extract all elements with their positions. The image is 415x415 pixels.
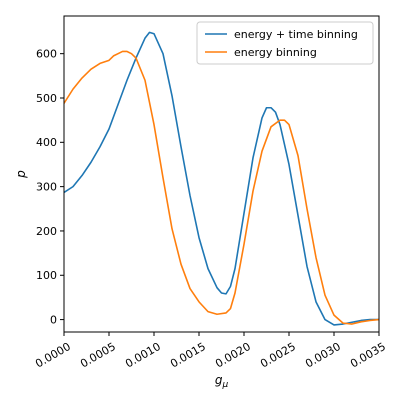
- x-tick-label: 0.0035: [348, 340, 388, 371]
- x-tick-label: 0.0020: [213, 340, 253, 371]
- x-tick-label: 0.0000: [33, 340, 73, 371]
- x-tick-label: 0.0015: [168, 340, 208, 371]
- series-line-0: [64, 31, 379, 326]
- y-tick-label: 100: [36, 269, 57, 282]
- y-tick-label: 400: [36, 136, 57, 149]
- y-tick-label: 600: [36, 48, 57, 61]
- legend-box: [196, 21, 374, 65]
- x-tick-label: 0.0010: [123, 340, 163, 371]
- x-tick-label: 0.0005: [78, 340, 118, 371]
- plot-lines: [64, 31, 379, 326]
- series-line-1: [64, 50, 379, 325]
- x-axis-label: gμ: [215, 373, 229, 390]
- y-tick-label: 0: [50, 313, 57, 326]
- x-tick-label: 0.0030: [303, 340, 343, 371]
- plot-frame: [63, 15, 380, 333]
- legend-label-1: energy binning: [234, 46, 317, 59]
- y-tick-label: 300: [36, 180, 57, 193]
- y-tick-label: 500: [36, 92, 57, 105]
- legend-label-0: energy + time binning: [234, 28, 358, 41]
- legend: energy + time binning energy binning: [196, 21, 374, 65]
- x-tick-label: 0.0025: [258, 340, 298, 371]
- axes: 0.0000 0.0005 0.0010 0.0015 0.0020 0.0025 0.00…: [14, 15, 388, 390]
- y-tick-label: 200: [36, 225, 57, 238]
- y-axis-label: p: [14, 170, 28, 179]
